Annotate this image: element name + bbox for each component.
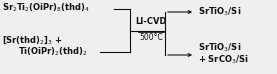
Text: Sr$_2$Ti$_2$(OiPr)$_8$(thd)$_4$: Sr$_2$Ti$_2$(OiPr)$_8$(thd)$_4$ [2,2,90,14]
Text: + SrCO$_3$/Si: + SrCO$_3$/Si [198,54,249,66]
Text: SrTiO$_3$/Si: SrTiO$_3$/Si [198,6,241,18]
Text: [Sr(thd)$_2$]$_3$ +: [Sr(thd)$_2$]$_3$ + [2,34,63,46]
Text: LI-CVD: LI-CVD [135,17,167,26]
Text: Ti(OiPr)$_2$(thd)$_2$: Ti(OiPr)$_2$(thd)$_2$ [18,46,88,58]
Text: SrTiO$_3$/Si: SrTiO$_3$/Si [198,42,241,54]
Text: 500°C: 500°C [139,34,163,42]
